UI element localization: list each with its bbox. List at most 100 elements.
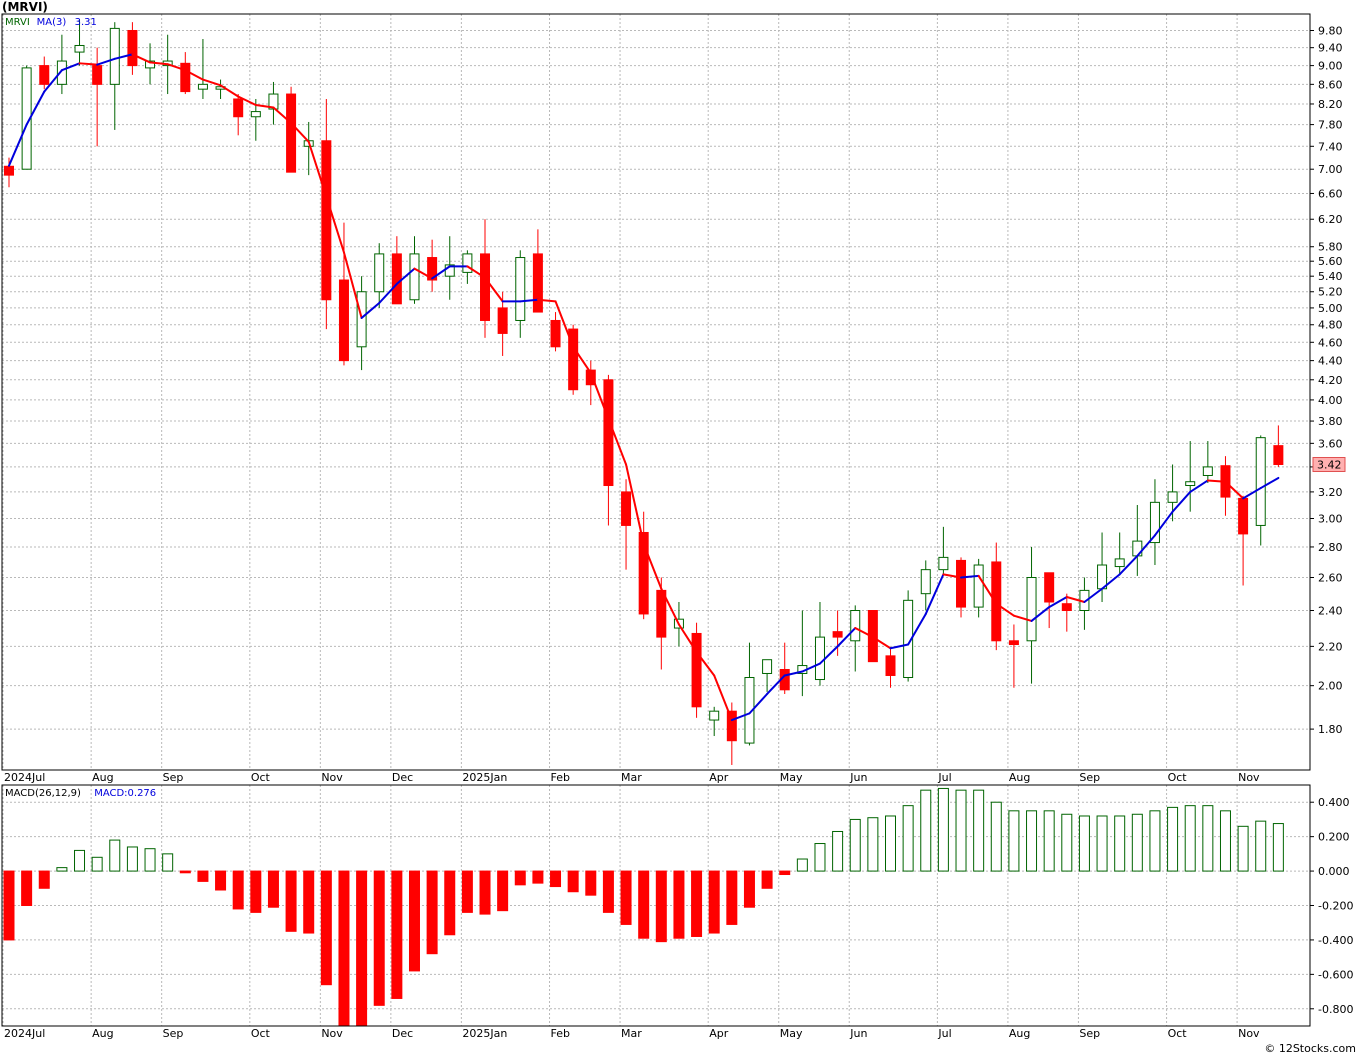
candle-body [850,610,861,642]
macd-bar [1026,810,1038,872]
macd-tick-label: -0.600 [1318,968,1353,981]
macd-legend-item: MACD:0.276 [94,788,156,799]
macd-tick-label: 0.400 [1318,796,1350,809]
ma-segment [677,623,698,654]
ma-segment [801,662,821,673]
price-panel-moving-average [8,53,1280,722]
macd-bar [162,853,174,872]
price-tick-label: 3.20 [1318,486,1343,499]
ma-segment [1206,479,1227,483]
ma-segment [1242,487,1262,500]
macd-bar [91,856,103,872]
price-tick-label: 7.80 [1318,119,1343,132]
candle-body [726,710,737,742]
candle-body [1202,466,1213,476]
ma-segment [1136,534,1156,557]
last-price-badge [1312,456,1346,472]
macd-tick-label: -0.400 [1318,934,1353,947]
candle-body [497,307,508,334]
candle-body [180,62,191,93]
macd-bar [21,870,33,906]
candle-body [145,60,156,69]
ma-segment [995,602,1015,617]
candle-body [92,65,103,85]
macd-bar [179,870,191,874]
x-axis-label-top: Jul [937,771,951,784]
price-panel-frame [1,13,1311,771]
candle-body [973,564,984,608]
macd-bar [3,870,15,941]
macd-bar [532,870,544,884]
candle-body [1185,481,1196,487]
price-tick-label: 9.40 [1318,42,1343,55]
ma-segment [695,651,716,677]
macd-bar [1184,805,1196,872]
macd-bar [426,870,438,955]
ma-segment [360,302,381,319]
macd-bar [937,787,949,872]
x-axis-label-top: Sep [1079,771,1100,784]
ma-segment [642,543,663,590]
price-tick-label: 2.60 [1318,572,1343,585]
price-tick-label: 3.60 [1318,437,1343,450]
price-tick-label: 5.80 [1318,241,1343,254]
candle-body [920,569,931,595]
macd-bar [673,870,685,939]
candle-body [480,253,491,321]
candle-body [550,319,561,348]
macd-tick-label: -0.800 [1318,1003,1353,1016]
ma-segment [907,612,927,646]
ma-segment [413,267,434,280]
macd-bar [338,870,350,1027]
ma-segment [43,69,63,93]
macd-bar [444,870,456,936]
macd-bar [391,870,403,999]
macd-bar [638,870,650,939]
x-axis-label-bottom: Oct [251,1027,271,1040]
macd-bar [867,817,879,872]
macd-tick-label: -0.200 [1318,900,1353,913]
candle-body [832,631,843,638]
macd-bar [1255,820,1267,872]
ma-segment [466,265,487,279]
ma-segment [113,53,134,60]
x-axis-label-top: Nov [1238,771,1260,784]
ma-segment [871,636,892,650]
macd-bar [814,843,826,872]
price-panel-candles [4,20,1284,765]
candle-body [109,27,120,85]
x-axis-label-bottom: May [780,1027,803,1040]
ma-segment [290,122,310,143]
macd-bar [849,818,861,872]
macd-bar [726,870,738,925]
ma-segment [589,371,610,420]
macd-bar [250,870,262,913]
price-tick-label: 5.40 [1318,270,1343,283]
macd-bar [655,870,667,943]
macd-bar [1061,813,1073,872]
price-legend-item: MA(3) [37,17,67,28]
macd-bar [373,870,385,1006]
candle-body [532,253,543,313]
macd-bar [267,870,279,908]
macd-bar [479,870,491,915]
ma-segment [25,90,46,126]
x-axis-label-top: Aug [1009,771,1030,784]
x-axis-label-top: 2025Jan [462,771,507,784]
price-tick-label: 5.60 [1318,255,1343,268]
macd-tick-label: 0.200 [1318,831,1350,844]
macd-bar [550,870,562,888]
ma-segment [766,674,786,695]
x-axis-label-bottom: Apr [709,1027,729,1040]
candle-body [709,710,720,721]
ma-segment [625,463,645,546]
x-axis-label-bottom: Dec [392,1027,413,1040]
macd-bar [74,849,86,872]
ma-segment [184,69,204,81]
candle-body [1114,558,1125,568]
macd-bar [285,870,297,932]
macd-bar [1237,825,1249,872]
candle-body [744,677,755,744]
candle-body [585,369,596,386]
x-axis-label-top: Oct [1168,771,1188,784]
